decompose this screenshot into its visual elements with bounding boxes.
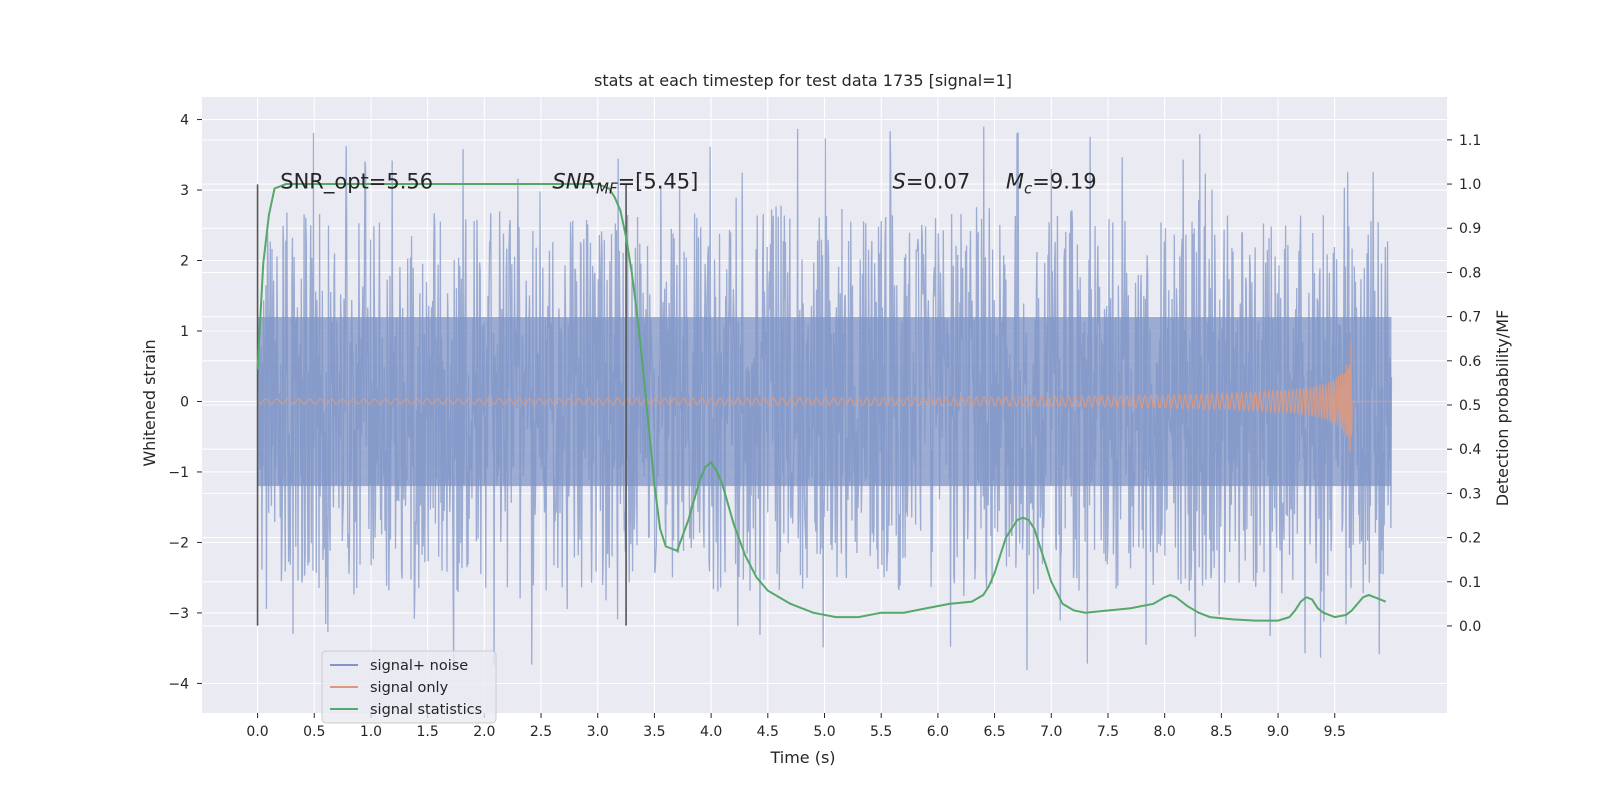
y2-tick-label: 0.8 [1459, 265, 1481, 281]
x-tick-label: 0.5 [303, 724, 325, 740]
y2-axis-ticks: 1.1 1.0 0.9 0.8 0.7 0.6 0.5 0.4 0.3 0.2 0.1 0.0 [1447, 133, 1481, 635]
y2-tick-label: 0.9 [1459, 221, 1481, 237]
vertical-markers [256, 184, 627, 626]
y-tick-label: 0 [180, 394, 189, 410]
y-tick-label: −4 [168, 676, 189, 692]
y-tick-label: −1 [168, 465, 189, 481]
x-tick-label: 9.5 [1324, 724, 1346, 740]
y2-tick-label: 0.2 [1459, 531, 1481, 547]
x-tick-label: 1.5 [417, 724, 439, 740]
x-tick-label: 2.5 [530, 724, 552, 740]
x-tick-label: 1.0 [360, 724, 382, 740]
legend-label: signal+ noise [370, 658, 468, 674]
statistics-line [256, 183, 1387, 622]
y2-tick-label: 1.1 [1459, 133, 1481, 149]
y-tick-label: −3 [168, 606, 189, 622]
y2-tick-label: 0.6 [1459, 354, 1481, 370]
x-axis-label: Time (s) [769, 748, 835, 767]
chart-title: stats at each timestep for test data 173… [594, 71, 1012, 90]
y2-tick-label: 0.3 [1459, 486, 1481, 502]
annotation: S=0.07 [893, 169, 971, 193]
annotation: SNR_opt=5.56 [280, 169, 433, 194]
legend-box [321, 650, 497, 724]
y2-tick-label: 0.7 [1459, 310, 1481, 326]
y2-tick-label: 0.1 [1459, 575, 1481, 591]
y2-tick-label: 1.0 [1459, 177, 1481, 193]
x-tick-label: 2.0 [473, 724, 495, 740]
annotation: SNRMF=[5.45] [552, 169, 698, 197]
x-tick-label: 6.0 [927, 724, 949, 740]
legend-label: signal statistics [370, 702, 482, 718]
x-tick-label: 6.5 [983, 724, 1005, 740]
x-tick-label: 3.5 [643, 724, 665, 740]
x-tick-label: 5.5 [870, 724, 892, 740]
x-axis-ticks: 0.0 0.5 1.0 1.5 2.0 2.5 3.0 3.5 4.0 4.5 5.0 5.5 6.0 6… [246, 713, 1346, 740]
y2-axis-label: Detection probability/MF [1493, 310, 1512, 507]
y-tick-label: 2 [180, 254, 189, 270]
y-tick-label: −2 [168, 535, 189, 551]
y-tick-label: 4 [180, 113, 189, 129]
y-axis-ticks: 4 3 2 1 0 −1 −2 −3 −4 [168, 113, 202, 692]
x-tick-label: 3.0 [587, 724, 609, 740]
y2-tick-label: 0.0 [1459, 619, 1481, 635]
x-tick-label: 0.0 [246, 724, 268, 740]
y-tick-label: 3 [180, 183, 189, 199]
x-tick-label: 4.5 [757, 724, 779, 740]
y2-tick-label: 0.4 [1459, 442, 1481, 458]
annotations: SNR_opt=5.56 SNRMF=[5.45] S=0.07 Mc=9.19 [280, 169, 1096, 197]
legend: signal+ noise signal only signal statistic… [321, 650, 497, 724]
y-axis-label: Whitened strain [140, 339, 159, 466]
y2-tick-label: 0.5 [1459, 398, 1481, 414]
series-signal-only [257, 339, 1392, 453]
x-tick-label: 5.0 [813, 724, 835, 740]
x-tick-label: 7.5 [1097, 724, 1119, 740]
x-tick-label: 8.5 [1210, 724, 1232, 740]
signal-trace [257, 339, 1392, 453]
series-signal-statistics [256, 183, 1387, 622]
legend-label: signal only [370, 680, 449, 696]
y-tick-label: 1 [180, 324, 189, 340]
x-tick-label: 8.0 [1154, 724, 1176, 740]
annotation: Mc=9.19 [1006, 169, 1097, 197]
x-tick-label: 4.0 [700, 724, 722, 740]
x-tick-label: 7.0 [1040, 724, 1062, 740]
x-tick-label: 9.0 [1267, 724, 1289, 740]
